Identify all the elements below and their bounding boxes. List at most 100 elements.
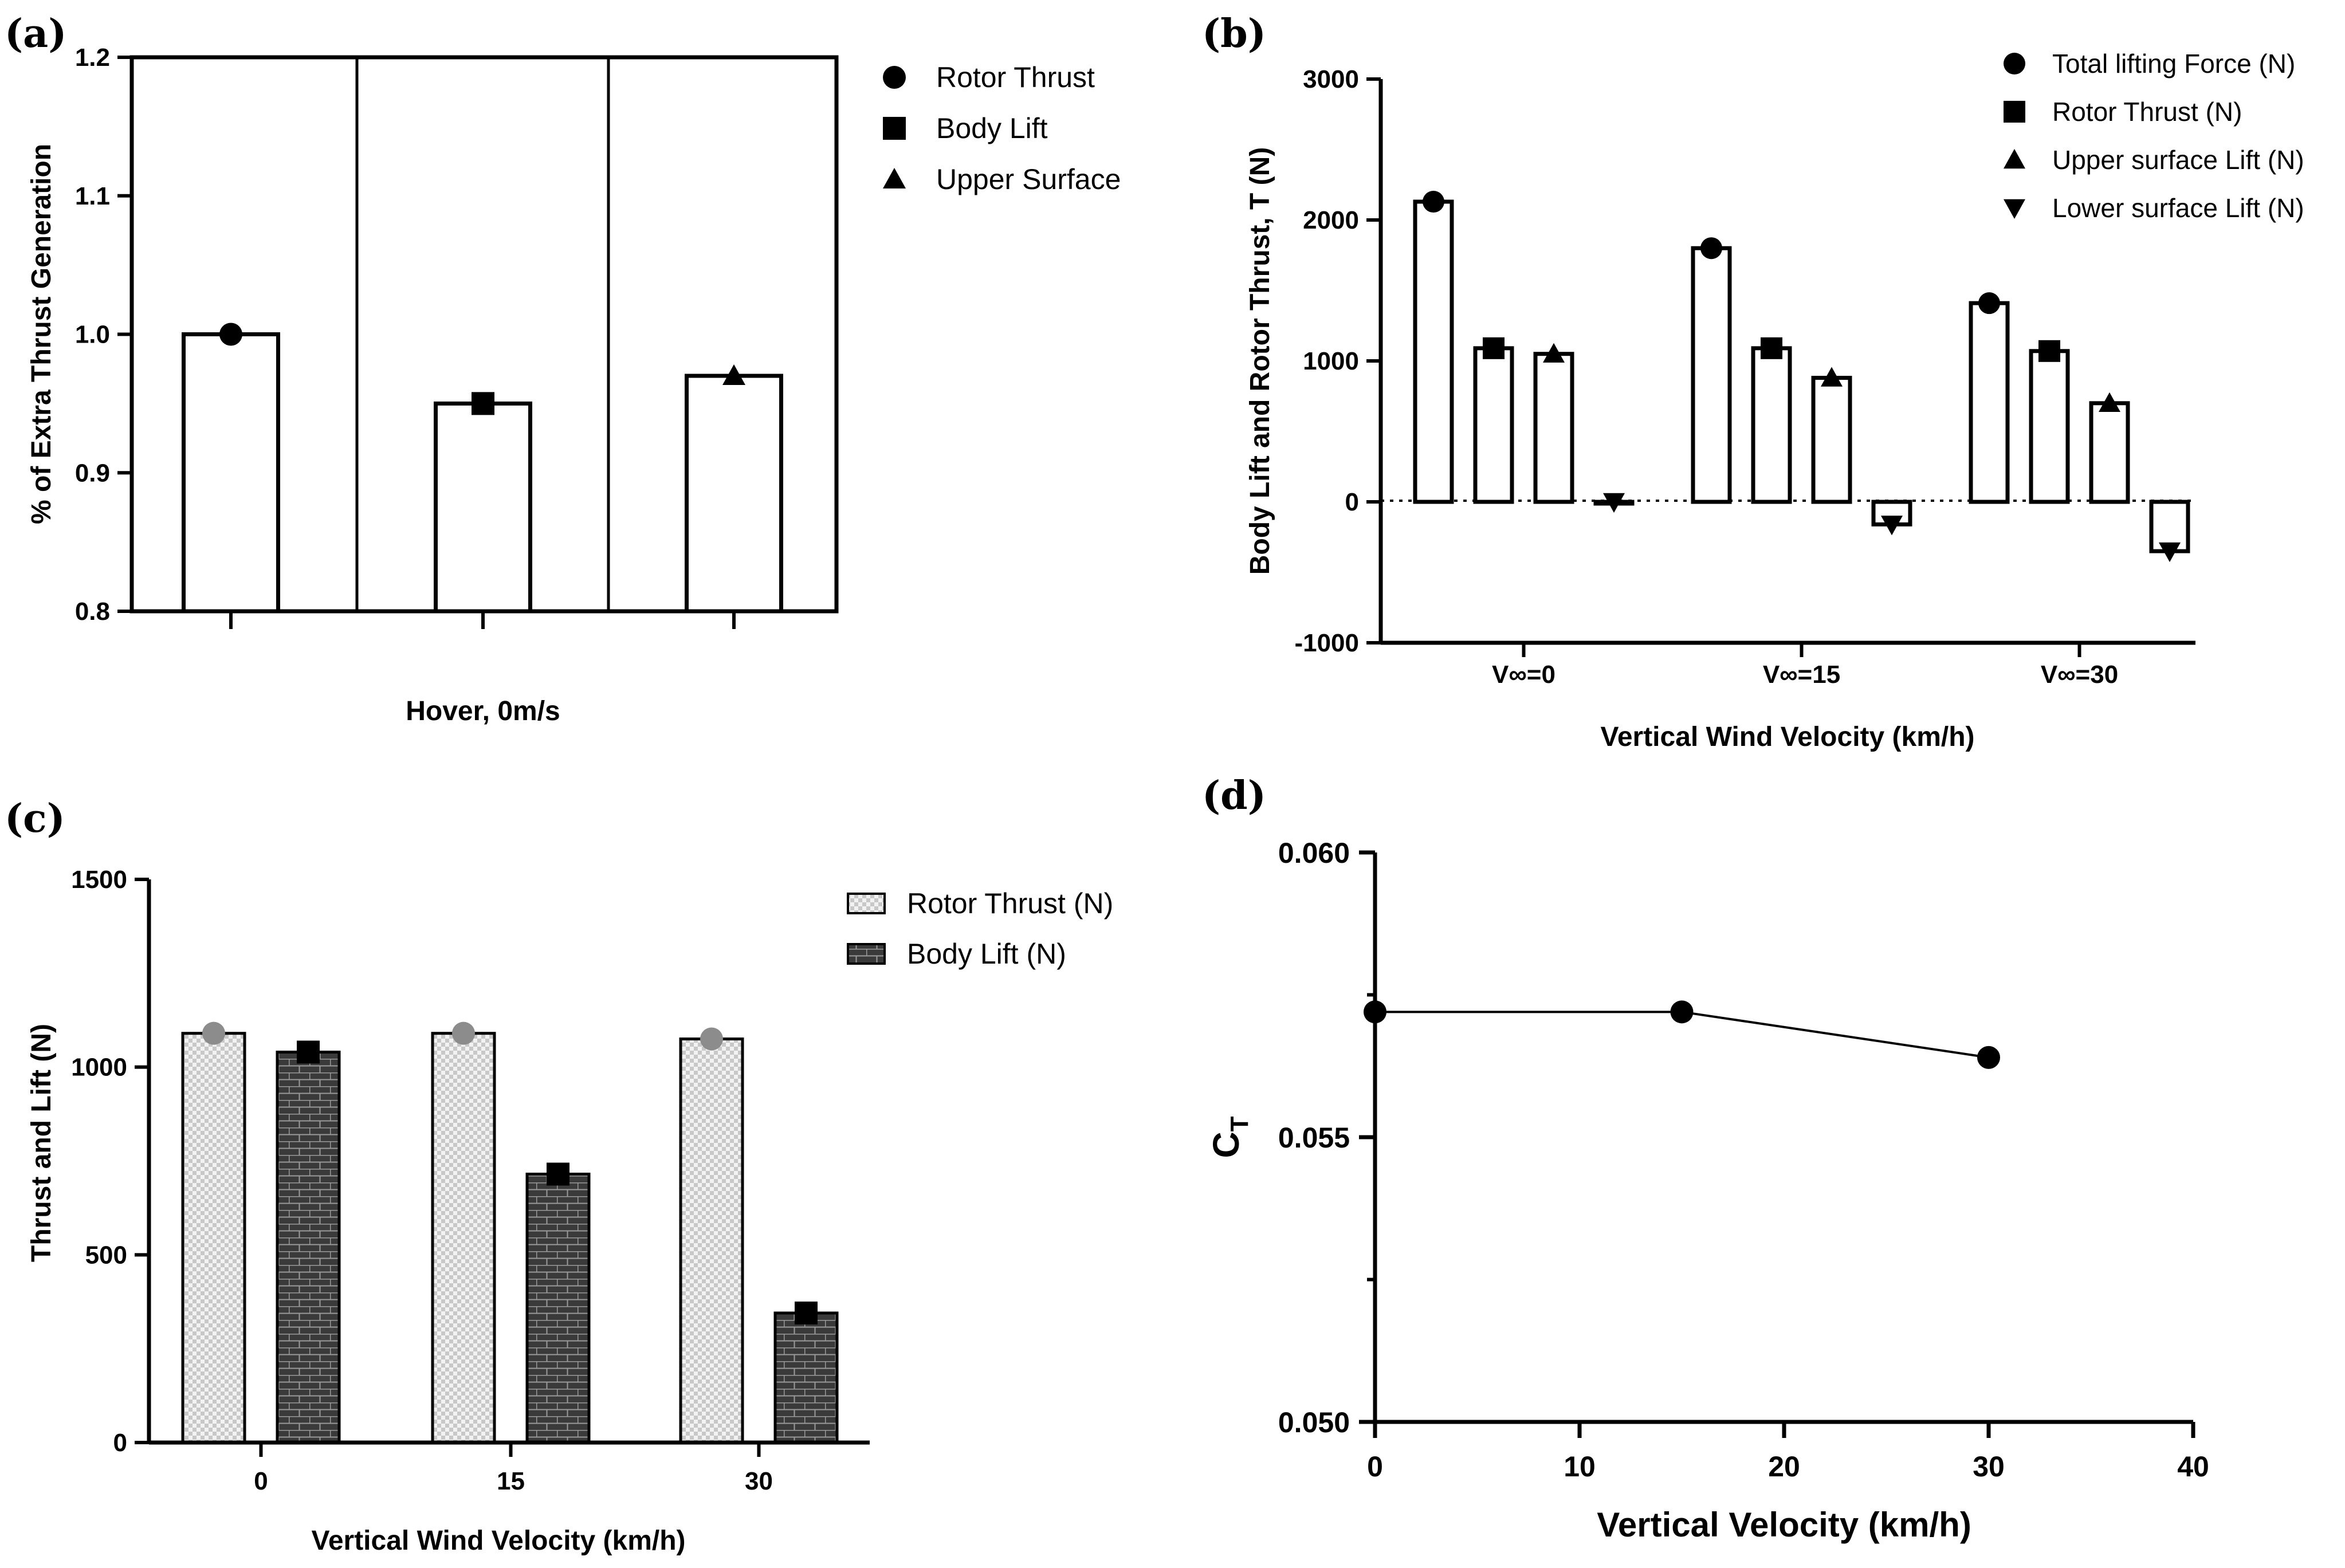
panel-b-legend-marker [2004, 149, 2025, 169]
panel-b-bar [1691, 246, 1732, 504]
panel-c-legend-swatch [847, 943, 886, 965]
panel-b-bar-marker [1821, 367, 1843, 387]
panel-c-legend: Rotor Thrust (N) Body Lift (N) [847, 887, 1113, 970]
panel-b-bar [1413, 199, 1454, 504]
panel-a-y-tick-label: 0.9 [75, 459, 110, 487]
panel-d-y-tick-label: 0.055 [1278, 1122, 1350, 1154]
panel-c-bar-marker [547, 1162, 569, 1186]
panel-b-bar [1473, 346, 1514, 504]
panel-b-bar-marker [1543, 343, 1565, 363]
panel-c-xlabel: Vertical Wind Velocity (km/h) [311, 1526, 685, 1556]
panel-d-point [1670, 1000, 1694, 1024]
panel-d-x-tick-label: 10 [1564, 1451, 1596, 1483]
panel-a-legend-label: Rotor Thrust [936, 61, 1095, 93]
panel-d-x-tick-label: 30 [1973, 1451, 2005, 1483]
panel-a-y-tick-label: 1.2 [75, 44, 110, 72]
panel-c-bar-marker [297, 1040, 320, 1064]
panel-d-y-tick-label: 0.050 [1278, 1406, 1350, 1439]
panel-c-bar-marker [202, 1021, 225, 1045]
panel-a-legend: Rotor Thrust Body Lift Upper Surface [883, 61, 1121, 195]
panel-c-bar [181, 1032, 246, 1444]
panel-b-x-tick-label: V∞=15 [1763, 661, 1840, 689]
panel-b-legend-marker [2004, 53, 2025, 74]
panel-b-y-tick-label: 2000 [1303, 206, 1359, 234]
panel-b-bar [1751, 346, 1792, 504]
panel-c-marks [181, 1021, 839, 1444]
panel-c-bar [431, 1032, 496, 1444]
panel-a-bar [434, 401, 532, 614]
panel-a-label: (a) [5, 11, 66, 57]
panel-b-bar [2089, 401, 2130, 504]
panel-a-ylabel: % of Extra Thrust Generation [26, 144, 57, 524]
panel-b-y-tick-label: 0 [1345, 488, 1359, 516]
panel-a-ticks: 0.8 0.9 1.0 1.1 1.2 [75, 44, 736, 629]
panel-a-y-tick-label: 1.0 [75, 321, 110, 349]
panel-b-legend-label: Lower surface Lift (N) [2052, 193, 2304, 223]
panel-b-bar-marker [2159, 542, 2181, 563]
panel-c-bar-marker [700, 1027, 723, 1051]
panel-a-legend-label: Upper Surface [936, 163, 1121, 195]
panel-a-y-tick-label: 1.1 [75, 182, 110, 210]
panel-b-legend-label: Upper surface Lift (N) [2052, 145, 2304, 175]
panel-b-bar-marker [1881, 516, 1903, 536]
panel-c-ylabel: Thrust and Lift (N) [26, 1024, 57, 1262]
panel-b-bar-marker [2038, 340, 2060, 362]
panel-b-label: (b) [1202, 11, 1266, 57]
panel-c-y-tick-label: 500 [85, 1241, 127, 1269]
panel-b-xlabel: Vertical Wind Velocity (km/h) [1600, 722, 1974, 752]
panel-c-chart: 0 500 1000 1500 0 15 30 Vertical Wind Velocity… [26, 866, 1113, 1556]
panel-d-x-tick-label: 40 [2177, 1451, 2209, 1483]
panel-b-bar-marker [1423, 191, 1444, 213]
panel-c-y-tick-label: 0 [113, 1429, 127, 1457]
panel-c-x-tick-label: 0 [254, 1467, 268, 1495]
panel-a-bar-marker [472, 392, 494, 415]
panel-d-ylabel-text: CT [1205, 1116, 1254, 1158]
panel-b-bar [1969, 301, 2010, 504]
panel-d-label: (d) [1202, 773, 1266, 819]
panel-d-xlabel: Vertical Velocity (km/h) [1597, 1506, 1971, 1544]
panel-b-marks [1413, 191, 2190, 563]
panel-b-bar-marker [2099, 392, 2120, 412]
panel-c-bar-marker [795, 1301, 818, 1325]
panel-b-y-tick-label: 3000 [1303, 65, 1359, 93]
panel-c-y-tick-label: 1000 [71, 1054, 127, 1082]
panel-c-legend-swatch [847, 893, 886, 914]
panel-a-chart: 0.8 0.9 1.0 1.1 1.2 Hover, 0m/s % of Extra T… [26, 44, 1121, 726]
panel-a-legend-marker [883, 66, 906, 89]
panel-c-x-tick-label: 30 [745, 1467, 773, 1495]
panel-b-bar-marker [1978, 292, 2000, 315]
panel-a-legend-marker [883, 117, 906, 140]
panel-b-bar-marker [1700, 237, 1722, 260]
panel-a-xlabel: Hover, 0m/s [406, 696, 560, 726]
panel-d-y-tick-label: 0.060 [1278, 837, 1350, 869]
panel-c-bar [773, 1311, 839, 1444]
panel-a-bar [182, 332, 280, 614]
panel-b-ylabel: Body Lift and Rotor Thrust, T (N) [1245, 147, 1275, 575]
panel-a-marks [182, 323, 783, 614]
panel-b-x-tick-label: V∞=0 [1492, 661, 1556, 689]
panel-b-bar-marker [1603, 493, 1625, 513]
panel-d-ylabel-sub: T [1225, 1116, 1254, 1131]
panel-b-legend-label: Total lifting Force (N) [2052, 49, 2295, 78]
panel-c-bar [276, 1050, 341, 1444]
panel-a-legend-label: Body Lift [936, 112, 1048, 144]
panel-d-point [1977, 1046, 2000, 1069]
panel-a-y-tick-label: 0.8 [75, 598, 110, 626]
panel-c-y-tick-label: 1500 [71, 866, 127, 894]
panel-a-bar-marker [722, 364, 745, 386]
panel-d-x-tick-label: 0 [1367, 1451, 1383, 1483]
panel-b-bar [2029, 349, 2070, 504]
panel-a-legend-marker [883, 168, 906, 188]
panel-d-ylabel-main: C [1205, 1131, 1247, 1158]
panel-d-chart: 0.050 0.055 0.060 0 10 20 30 40 Vertical Veloci… [1205, 837, 2209, 1544]
panel-d-x-tick-label: 20 [1768, 1451, 1800, 1483]
panel-c-x-tick-label: 15 [497, 1467, 525, 1495]
panel-c-bar [525, 1172, 591, 1444]
panel-b-ticks: -1000 0 1000 2000 3000 V∞=0 V∞=15 V∞=30 [1294, 65, 2118, 689]
panel-c-legend-label: Rotor Thrust (N) [907, 887, 1113, 919]
panel-d-axes [1373, 852, 2193, 1424]
panel-b-bar [1811, 376, 1852, 504]
panel-b-legend-marker [2004, 101, 2025, 123]
panel-b-chart: -1000 0 1000 2000 3000 V∞=0 V∞=15 V∞=30 Vertica… [1245, 49, 2304, 752]
